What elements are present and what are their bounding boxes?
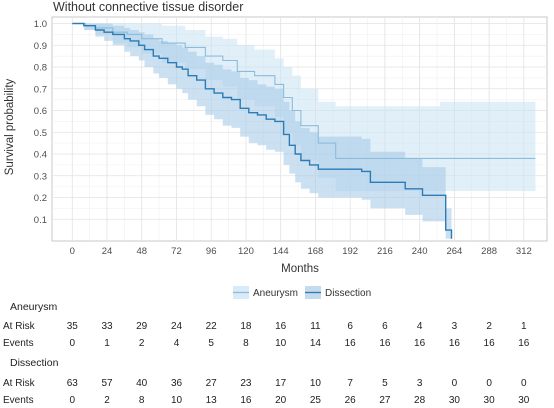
x-tick-label: 0: [70, 246, 75, 257]
x-axis-tick-labels: 0 24 48 72 96 120 144 168 192 216 240 264 288 312: [70, 246, 532, 257]
x-tick-label: 168: [307, 246, 323, 257]
y-tick-label: 0.3: [34, 171, 47, 182]
y-tick-label: 0.8: [34, 63, 47, 74]
x-tick-label: 144: [273, 246, 289, 257]
dissection-survival-curve: [72, 22, 453, 239]
y-tick-label: 1.0: [34, 19, 47, 30]
x-tick-label: 216: [377, 246, 393, 257]
dissection-confidence-band: [72, 23, 452, 241]
y-tick-label: 0.7: [34, 84, 47, 95]
x-tick-label: 312: [516, 246, 532, 257]
y-axis-label: Survival probability: [4, 78, 16, 175]
x-tick-label: 72: [171, 246, 182, 257]
confidence-bands: [72, 23, 536, 241]
y-tick-label: 0.5: [34, 128, 47, 139]
chart-title: Without connective tissue disorder: [53, 0, 243, 14]
y-tick-label: 0.1: [34, 215, 47, 226]
x-tick-label: 192: [342, 246, 358, 257]
x-tick-label: 240: [412, 246, 428, 257]
x-tick-label: 48: [136, 246, 147, 257]
x-tick-label: 96: [206, 246, 217, 257]
x-tick-label: 288: [481, 246, 497, 257]
y-axis-tick-labels: 0.1 0.2 0.3 0.4 0.5 0.6 0.7 0.8 0.9 1.0: [34, 19, 47, 226]
legend: Aneurysm Dissection: [233, 286, 371, 299]
x-tick-label: 264: [446, 246, 462, 257]
y-tick-label: 0.4: [34, 150, 47, 161]
y-tick-label: 0.2: [34, 193, 47, 204]
aneurysm-legend-label: Aneurysm: [253, 288, 298, 299]
x-tick-label: 24: [102, 246, 113, 257]
y-tick-label: 0.9: [34, 41, 47, 52]
dissection-legend-label: Dissection: [325, 288, 371, 299]
x-axis-label: Months: [281, 263, 319, 275]
y-tick-label: 0.6: [34, 106, 47, 117]
x-tick-label: 120: [238, 246, 254, 257]
survival-curves: [72, 22, 536, 239]
